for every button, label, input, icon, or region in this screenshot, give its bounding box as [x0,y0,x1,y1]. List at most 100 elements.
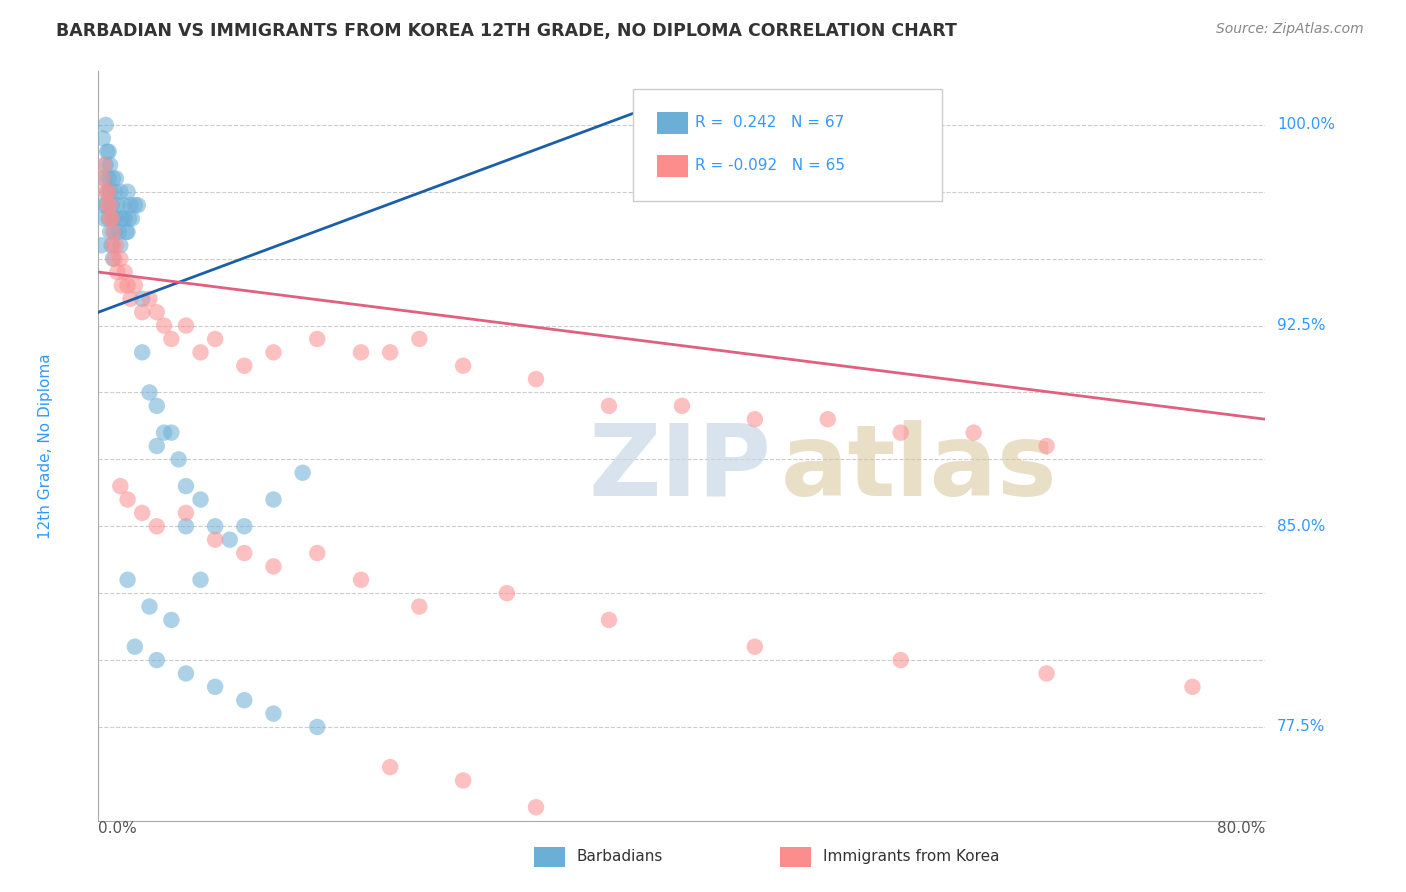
Point [291,466,314,480]
Point [1181,680,1204,694]
Point [98,198,121,212]
Point [101,171,124,186]
Point [890,425,912,440]
Point [233,693,256,707]
Point [190,492,212,507]
Point [96,185,118,199]
Text: BARBADIAN VS IMMIGRANTS FROM KOREA 12TH GRADE, NO DIPLOMA CORRELATION CHART: BARBADIAN VS IMMIGRANTS FROM KOREA 12TH … [56,22,957,40]
Point [671,399,693,413]
Text: Barbadians: Barbadians [576,849,662,863]
Point [97,171,120,186]
Point [98,185,121,199]
Point [160,613,183,627]
Point [380,345,402,359]
Point [744,412,766,426]
Point [524,800,547,814]
Point [104,171,127,186]
Point [101,225,124,239]
Point [307,720,329,734]
Point [96,145,118,159]
Point [127,198,149,212]
Text: 0.0%: 0.0% [98,821,138,836]
Point [114,265,136,279]
Point [146,439,169,453]
Point [94,118,117,132]
Point [115,225,138,239]
Point [103,252,125,266]
Point [890,653,912,667]
Point [408,332,430,346]
Point [91,131,114,145]
Point [1035,666,1057,681]
Point [204,533,226,547]
Point [307,546,329,560]
Text: 85.0%: 85.0% [1277,519,1326,533]
Point [110,238,132,252]
Point [817,412,839,426]
Text: ZIP: ZIP [589,420,772,517]
Point [108,225,131,239]
Point [112,198,135,212]
Point [124,198,146,212]
Point [174,479,197,493]
Point [167,452,190,467]
Point [98,211,121,226]
Point [160,332,183,346]
Point [120,198,142,212]
Point [146,305,169,319]
Point [204,680,226,694]
Point [98,158,121,172]
Point [93,158,115,172]
Point [97,145,120,159]
Text: 100.0%: 100.0% [1277,118,1336,132]
Point [93,211,115,226]
Point [131,506,153,520]
Text: 80.0%: 80.0% [1218,821,1265,836]
Point [233,519,256,533]
Point [233,359,256,373]
Point [160,425,183,440]
Text: 92.5%: 92.5% [1277,318,1326,333]
Point [101,211,124,226]
Point [104,211,127,226]
Point [962,425,984,440]
Point [153,425,176,440]
Point [350,345,373,359]
Point [91,198,114,212]
Point [111,278,134,293]
Point [138,292,160,306]
Point [100,198,122,212]
Point [110,479,132,493]
Point [744,640,766,654]
Point [101,252,124,266]
Point [104,238,127,252]
Point [598,827,620,841]
Point [138,385,160,400]
Point [307,332,329,346]
Point [110,185,132,199]
Point [110,252,132,266]
Point [93,171,115,186]
Point [118,211,141,226]
Point [100,238,122,252]
Point [111,211,134,226]
Point [350,573,373,587]
Text: atlas: atlas [782,420,1057,517]
Text: 77.5%: 77.5% [1277,720,1326,734]
Point [97,211,120,226]
Point [190,573,212,587]
Point [91,171,114,186]
Point [153,318,176,333]
Point [94,158,117,172]
Point [671,854,693,868]
Point [524,372,547,386]
Point [117,225,139,239]
Point [98,225,121,239]
Text: Immigrants from Korea: Immigrants from Korea [823,849,1000,863]
Point [204,519,226,533]
Point [90,238,112,252]
Point [121,211,143,226]
Text: 12th Grade, No Diploma: 12th Grade, No Diploma [38,353,53,539]
Point [94,198,117,212]
Point [124,278,146,293]
